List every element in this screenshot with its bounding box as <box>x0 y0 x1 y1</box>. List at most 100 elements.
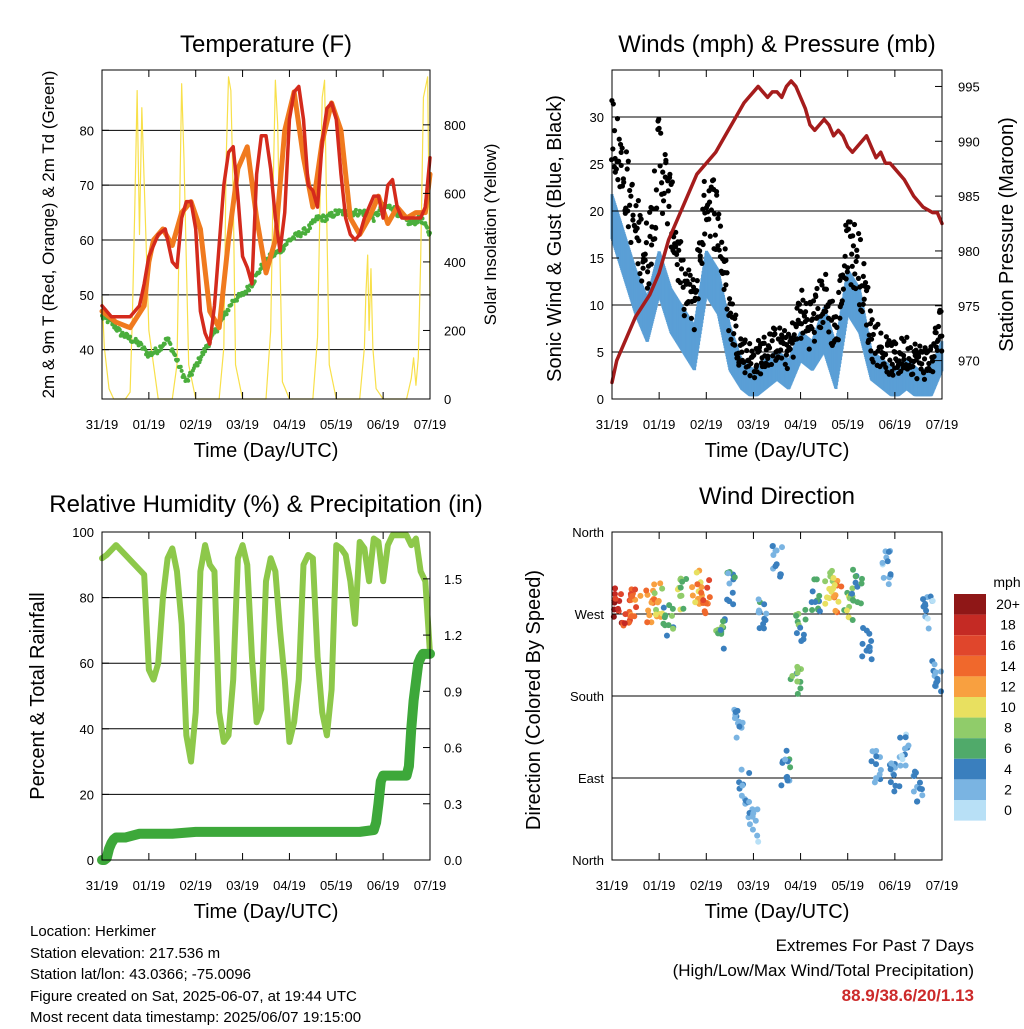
gust-point <box>843 276 849 282</box>
winds-y2tick-label: 990 <box>958 134 980 149</box>
wind-direction-point <box>617 591 624 598</box>
gust-point <box>700 241 706 248</box>
gust-point <box>787 346 793 352</box>
gust-point <box>870 331 876 338</box>
gust-point <box>804 316 810 323</box>
gust-point <box>713 189 720 195</box>
wind-direction-point <box>769 543 776 550</box>
gust-point <box>811 329 817 336</box>
winds-ytick-label: 0 <box>597 392 604 407</box>
winds-ytick-label: 5 <box>597 345 604 360</box>
gust-point <box>847 219 853 225</box>
dewpoint-point <box>162 341 167 346</box>
temperature-y2tick-label: 600 <box>444 186 466 201</box>
winds-y2tick-label: 985 <box>958 189 980 204</box>
gust-point <box>867 321 874 327</box>
gust-point <box>778 347 784 353</box>
wind-direction-point <box>822 600 829 607</box>
wind-direction-point <box>746 821 753 828</box>
gust-point <box>643 220 650 226</box>
wind_direction-xtick-label: 05/19 <box>831 878 864 893</box>
gust-point <box>747 373 753 379</box>
gust-point <box>686 267 692 273</box>
speed-legend-label: 12 <box>1000 678 1016 694</box>
wind-direction-point <box>725 570 732 577</box>
gust-point <box>676 247 682 253</box>
gust-point <box>777 325 783 331</box>
direction-ytick-label: North <box>572 525 604 540</box>
gust-point <box>818 278 825 284</box>
wind-direction-point <box>924 615 931 622</box>
dewpoint-point <box>353 207 358 212</box>
wind-direction-point <box>704 584 711 591</box>
dewpoint-point <box>229 302 234 307</box>
extremes-values: 88.9/38.6/20/1.13 <box>841 986 974 1005</box>
wind-direction-point <box>873 761 880 768</box>
wind-direction-point <box>738 792 745 799</box>
temperature-xtick-label: 02/19 <box>179 417 212 432</box>
wind-direction-point <box>646 612 653 619</box>
gust-point <box>883 334 889 340</box>
temperature-xtick-label: 03/19 <box>226 417 259 432</box>
temperature-y2tick-label: 200 <box>444 323 466 338</box>
gust-point <box>810 298 817 304</box>
wind-direction-point <box>760 625 767 632</box>
wind-direction-point <box>653 606 660 613</box>
gust-point <box>699 260 705 266</box>
gust-point <box>690 277 696 283</box>
gust-point <box>863 322 870 328</box>
gust-point <box>819 282 825 288</box>
gust-point <box>678 266 685 272</box>
wind-direction-point <box>902 762 909 769</box>
gust-point <box>850 233 856 239</box>
dewpoint-point <box>139 342 144 347</box>
gust-point <box>618 149 624 156</box>
extremes-title: Extremes For Past 7 Days <box>775 936 974 955</box>
temperature-xtick-label: 31/19 <box>86 417 119 432</box>
gust-point <box>687 272 693 278</box>
gust-point <box>701 192 707 198</box>
gust-point <box>739 349 745 355</box>
dewpoint-point <box>143 347 148 352</box>
gust-point <box>640 265 646 271</box>
wind-direction-point <box>689 584 696 591</box>
dewpoint-point <box>303 231 308 236</box>
wind-direction-point <box>830 585 837 592</box>
speed-legend-swatch <box>954 614 986 636</box>
dewpoint-point <box>166 336 171 341</box>
gust-point <box>768 361 775 368</box>
wind-direction-point <box>655 598 662 605</box>
gust-point <box>802 309 809 315</box>
gust-point <box>929 358 936 364</box>
gust-point <box>922 345 928 351</box>
gust-point <box>633 203 639 209</box>
winds-xtick-label: 31/19 <box>596 417 629 432</box>
gust-point <box>664 221 671 227</box>
gust-point <box>921 356 928 362</box>
wind-direction-point <box>615 605 622 612</box>
wind-direction-point <box>637 592 644 599</box>
wind-direction-point <box>850 566 857 573</box>
wind-direction-point <box>657 580 664 587</box>
winds-ytick-label: 15 <box>590 251 604 266</box>
wind-direction-point <box>761 601 768 608</box>
gust-point <box>800 297 806 303</box>
speed-legend-label: 18 <box>1000 617 1016 633</box>
wind-direction-point <box>628 613 635 620</box>
gust-point <box>731 331 737 337</box>
wind-direction-point <box>800 631 807 638</box>
temperature-y2label: Solar Insolation (Yellow) <box>481 144 500 326</box>
gust-point <box>651 168 658 174</box>
speed-legend-label: 2 <box>1004 781 1012 797</box>
gust-point <box>870 359 876 365</box>
wind-direction-point <box>816 608 823 615</box>
gust-point <box>726 296 733 302</box>
gust-point <box>868 336 875 342</box>
wind-direction-point <box>897 734 904 741</box>
temperature-frame <box>101 69 431 400</box>
gust-point <box>727 310 734 316</box>
rh-ylabel: Percent & Total Rainfall <box>27 592 49 800</box>
wind-direction-point <box>897 762 904 769</box>
wind-direction-point <box>812 598 819 605</box>
gust-point <box>726 328 732 334</box>
